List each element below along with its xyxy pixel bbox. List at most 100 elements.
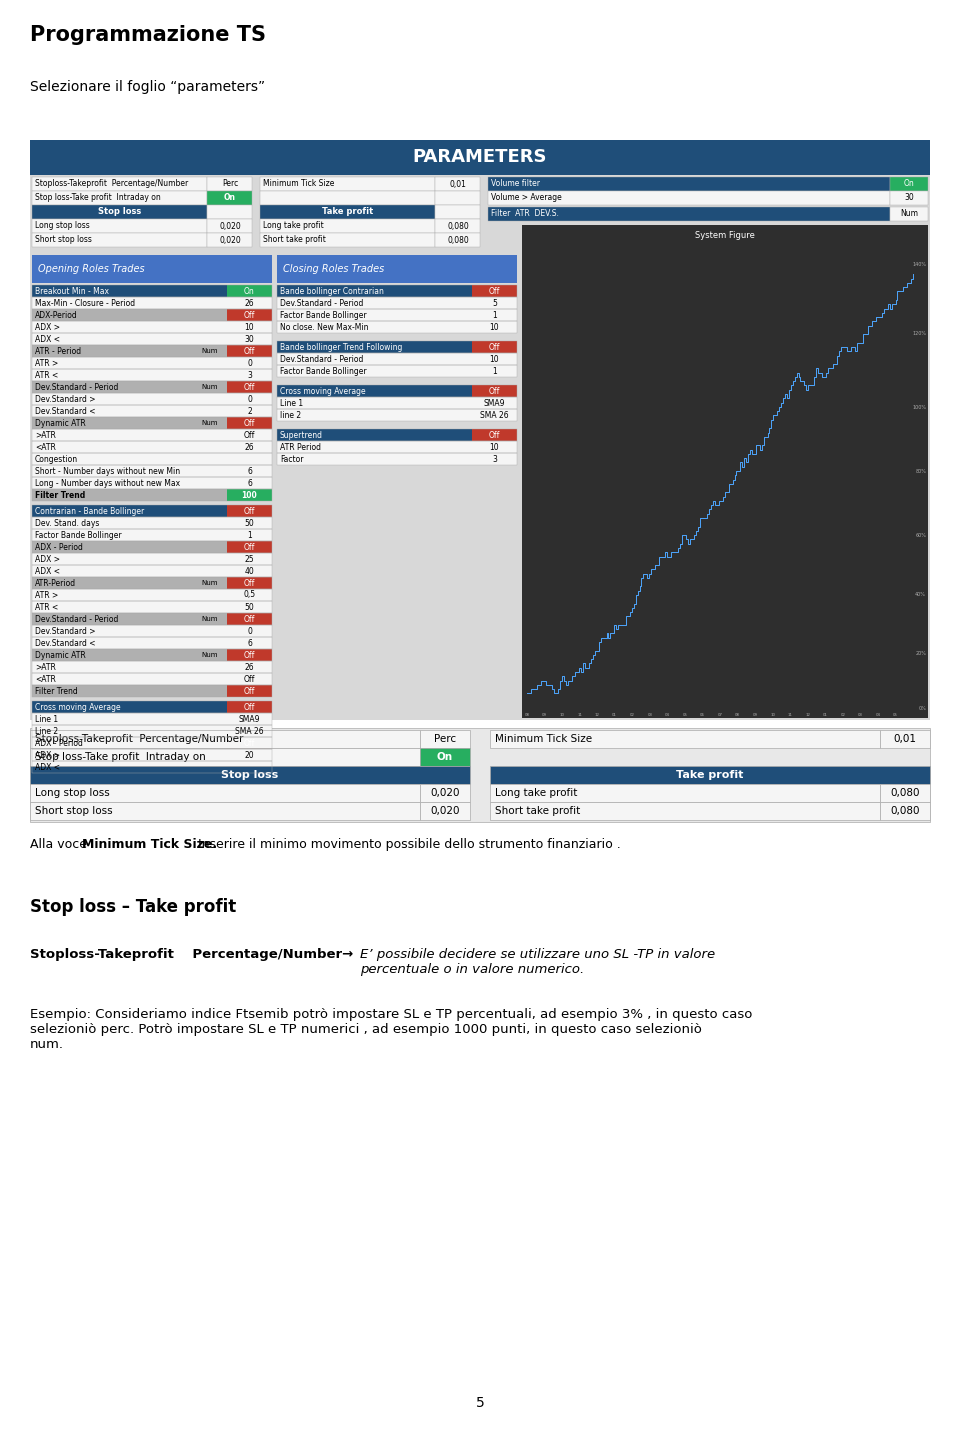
Text: 09: 09	[542, 714, 547, 716]
Bar	[472, 340, 517, 353]
Text: 26: 26	[245, 442, 254, 452]
Text: 07: 07	[717, 714, 723, 716]
Bar	[32, 255, 272, 283]
Bar	[32, 440, 227, 453]
Text: ADX-Period: ADX-Period	[35, 310, 78, 319]
Text: 10: 10	[490, 442, 499, 452]
Bar	[32, 661, 272, 674]
Bar	[227, 636, 272, 649]
Bar	[32, 736, 227, 749]
Bar	[32, 489, 272, 500]
Bar	[435, 233, 480, 247]
Text: Stoploss-Takeprofit    Percentage/Number→: Stoploss-Takeprofit Percentage/Number→	[30, 948, 353, 961]
Bar	[192, 345, 227, 358]
Text: Num: Num	[202, 616, 218, 622]
Bar	[32, 219, 207, 233]
Bar	[32, 725, 227, 736]
Text: ADX - Period: ADX - Period	[35, 738, 83, 748]
Bar	[420, 802, 470, 819]
Bar	[227, 429, 272, 440]
Text: Breakout Min - Max: Breakout Min - Max	[35, 286, 109, 296]
Bar	[277, 429, 472, 440]
Text: Dev.Standard <: Dev.Standard <	[35, 406, 95, 416]
Text: 3: 3	[492, 455, 497, 463]
Bar	[490, 802, 880, 819]
Bar	[32, 333, 227, 345]
Bar	[277, 453, 517, 465]
Text: 0,020: 0,020	[430, 788, 460, 798]
Text: line 2: line 2	[280, 410, 301, 419]
Text: 0,080: 0,080	[890, 807, 920, 817]
Text: Short stop loss: Short stop loss	[35, 807, 112, 817]
Bar	[32, 380, 272, 393]
Bar	[30, 766, 470, 784]
Text: 6: 6	[247, 479, 252, 488]
Text: On: On	[224, 193, 236, 203]
Bar	[32, 320, 272, 333]
Bar	[32, 661, 227, 674]
Text: <ATR: <ATR	[35, 442, 56, 452]
Bar	[277, 365, 517, 378]
Bar	[32, 701, 272, 714]
Bar	[32, 553, 227, 565]
Text: ADX - Period: ADX - Period	[35, 542, 83, 552]
Text: 08: 08	[524, 714, 530, 716]
Text: 26: 26	[245, 662, 254, 672]
Bar	[227, 541, 272, 553]
Bar	[227, 345, 272, 358]
Text: On: On	[437, 752, 453, 762]
Bar	[32, 429, 227, 440]
Text: Long stop loss: Long stop loss	[35, 222, 89, 230]
Text: >ATR: >ATR	[35, 662, 56, 672]
Bar	[890, 192, 928, 204]
Bar	[32, 541, 272, 553]
Bar	[488, 207, 890, 222]
Bar	[472, 320, 517, 333]
Text: Cross moving Average: Cross moving Average	[280, 386, 366, 396]
Bar	[32, 613, 272, 625]
Text: 03: 03	[647, 714, 652, 716]
Text: Long take profit: Long take profit	[263, 222, 324, 230]
Bar	[32, 380, 192, 393]
Bar	[32, 701, 227, 714]
Text: Off: Off	[489, 430, 500, 439]
Bar	[32, 601, 227, 613]
Text: System Figure: System Figure	[695, 230, 755, 239]
Bar	[32, 674, 227, 685]
Text: 10: 10	[245, 323, 254, 332]
Bar	[32, 625, 227, 636]
Text: Factor: Factor	[280, 455, 303, 463]
Bar	[227, 601, 272, 613]
Text: Off: Off	[244, 738, 255, 748]
Bar	[32, 297, 227, 309]
Text: Stop loss – Take profit: Stop loss – Take profit	[30, 898, 236, 917]
Text: 6: 6	[247, 466, 252, 476]
Bar	[472, 285, 517, 297]
Bar	[227, 685, 272, 696]
Text: 04: 04	[876, 714, 880, 716]
Text: 09: 09	[753, 714, 757, 716]
Bar	[490, 766, 930, 784]
Bar	[32, 440, 272, 453]
Bar	[32, 714, 272, 725]
Text: Perc: Perc	[222, 180, 238, 189]
Bar	[32, 736, 272, 749]
Bar	[32, 320, 227, 333]
Text: 40%: 40%	[915, 592, 926, 598]
Bar	[32, 345, 272, 358]
Bar	[32, 478, 272, 489]
Bar	[32, 285, 227, 297]
Bar	[32, 518, 272, 529]
Bar	[277, 353, 517, 365]
Bar	[32, 418, 272, 429]
Bar	[277, 385, 517, 398]
Bar	[227, 613, 272, 625]
Text: 1: 1	[492, 366, 497, 376]
Bar	[207, 233, 252, 247]
Bar	[277, 353, 472, 365]
Text: 50: 50	[245, 519, 254, 528]
Text: 11: 11	[788, 714, 793, 716]
Text: 12: 12	[805, 714, 810, 716]
Text: 0,020: 0,020	[219, 236, 241, 245]
Text: Opening Roles Trades: Opening Roles Trades	[38, 265, 145, 275]
